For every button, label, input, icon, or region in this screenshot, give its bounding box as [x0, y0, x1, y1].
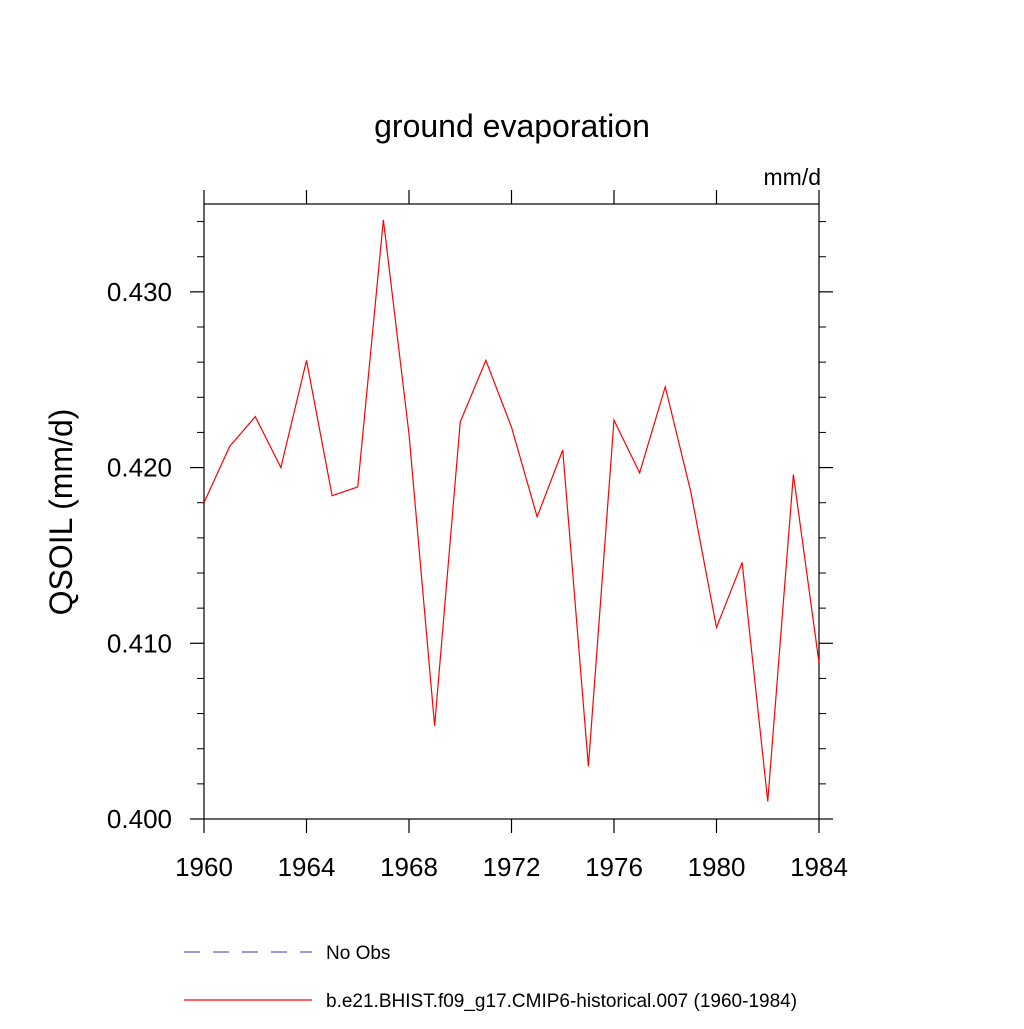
legend: No Obs b.e21.BHIST.f09_g17.CMIP6-historic… [184, 943, 797, 1012]
y-tick-label: 0.410 [107, 628, 172, 658]
units-label: mm/d [764, 164, 822, 190]
x-tick-label: 1980 [688, 852, 746, 882]
plot-frame [203, 203, 820, 820]
series-line [203, 219, 820, 802]
y-tick-label: 0.420 [107, 453, 172, 483]
legend-label: b.e21.BHIST.f09_g17.CMIP6-historical.007… [326, 991, 797, 1012]
y-tick-label: 0.400 [107, 804, 172, 834]
x-tick-label: 1964 [278, 852, 336, 882]
axis-ticks [190, 190, 833, 833]
x-tick-label: 1984 [790, 852, 848, 882]
legend-label: No Obs [326, 943, 390, 964]
y-tick-label: 0.430 [107, 277, 172, 307]
x-tick-label: 1960 [175, 852, 233, 882]
chart-title: ground evaporation [374, 108, 650, 144]
x-tick-label: 1972 [483, 852, 541, 882]
axis-tick-labels: 1960 1964 1968 1972 1976 1980 1984 0.400 0.410 0.… [107, 277, 848, 882]
y-axis-label: QSOIL (mm/d) [43, 409, 79, 616]
series-layer [203, 219, 820, 802]
x-tick-label: 1976 [585, 852, 643, 882]
x-tick-label: 1968 [380, 852, 438, 882]
